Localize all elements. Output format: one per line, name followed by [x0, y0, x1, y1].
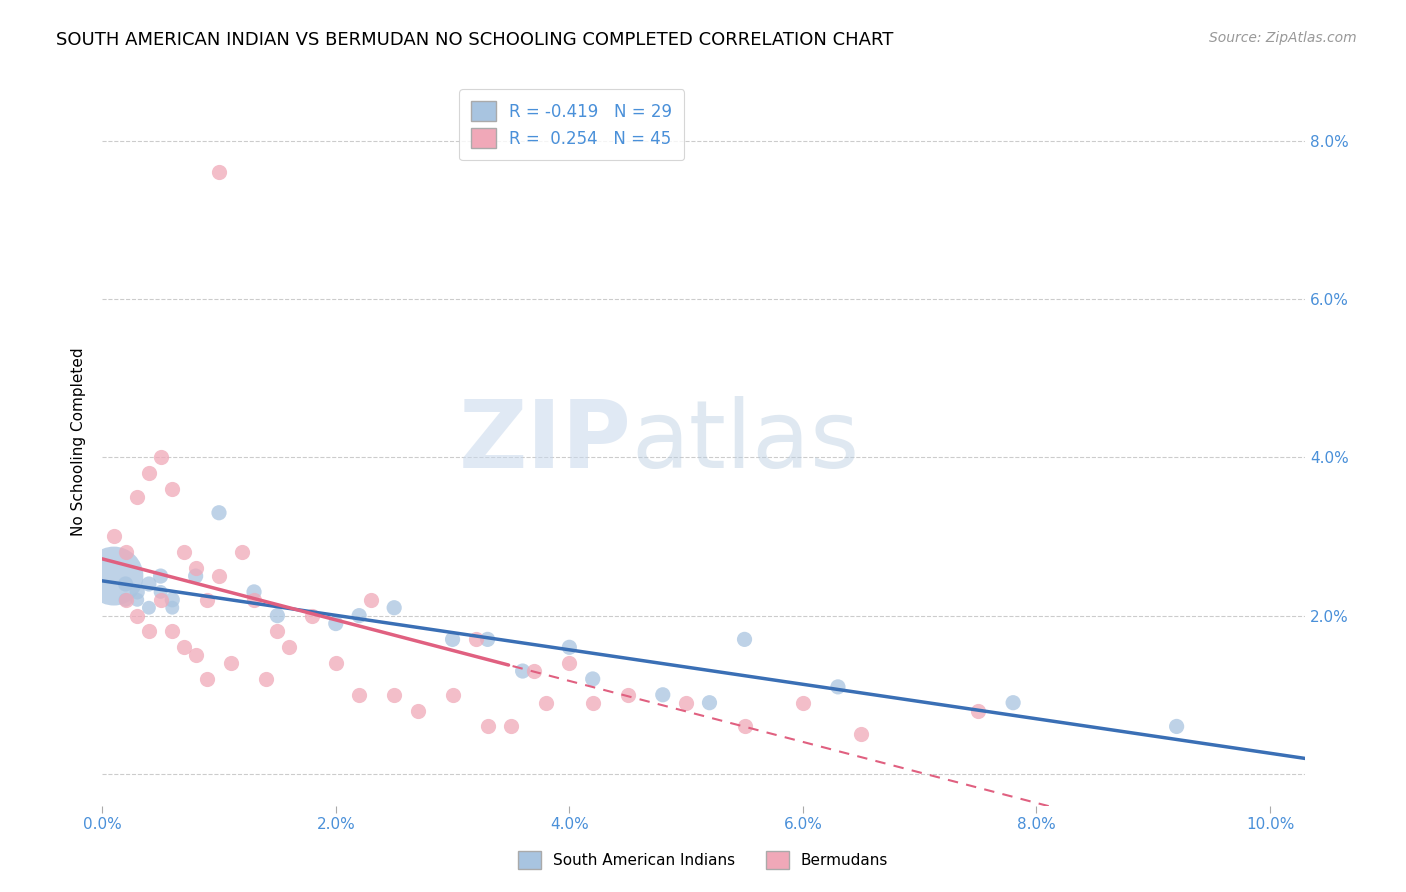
Point: [499, 719, 522, 733]
Point: [114, 545, 136, 559]
Text: Source: ZipAtlas.com: Source: ZipAtlas.com: [1209, 31, 1357, 45]
Point: [967, 704, 990, 718]
Point: [114, 592, 136, 607]
Point: [254, 672, 277, 686]
Point: [208, 506, 231, 520]
Point: [138, 600, 160, 615]
Point: [162, 482, 184, 496]
Point: [149, 585, 172, 599]
Point: [114, 577, 136, 591]
Point: [219, 656, 242, 670]
Point: [138, 577, 160, 591]
Point: [1166, 719, 1188, 733]
Point: [243, 592, 266, 607]
Point: [208, 569, 231, 583]
Point: [734, 719, 756, 733]
Point: [477, 719, 499, 733]
Y-axis label: No Schooling Completed: No Schooling Completed: [72, 347, 86, 536]
Point: [195, 672, 218, 686]
Point: [162, 600, 184, 615]
Point: [477, 632, 499, 647]
Point: [382, 688, 405, 702]
Point: [558, 656, 581, 670]
Point: [127, 585, 149, 599]
Point: [582, 696, 605, 710]
Point: [149, 450, 172, 465]
Point: [173, 640, 195, 655]
Point: [127, 592, 149, 607]
Point: [325, 656, 347, 670]
Legend: South American Indians, Bermudans: South American Indians, Bermudans: [512, 845, 894, 875]
Point: [114, 592, 136, 607]
Point: [184, 569, 207, 583]
Text: ZIP: ZIP: [458, 395, 631, 488]
Point: [347, 608, 370, 623]
Point: [382, 600, 405, 615]
Point: [243, 585, 266, 599]
Text: SOUTH AMERICAN INDIAN VS BERMUDAN NO SCHOOLING COMPLETED CORRELATION CHART: SOUTH AMERICAN INDIAN VS BERMUDAN NO SCH…: [56, 31, 894, 49]
Text: atlas: atlas: [631, 395, 859, 488]
Point: [162, 592, 184, 607]
Point: [208, 165, 231, 179]
Point: [195, 592, 218, 607]
Point: [406, 704, 429, 718]
Point: [851, 727, 873, 741]
Point: [360, 592, 382, 607]
Point: [792, 696, 814, 710]
Point: [301, 608, 323, 623]
Point: [325, 616, 347, 631]
Point: [441, 688, 464, 702]
Point: [149, 592, 172, 607]
Point: [127, 490, 149, 504]
Point: [651, 688, 673, 702]
Point: [827, 680, 849, 694]
Point: [699, 696, 721, 710]
Point: [138, 624, 160, 639]
Point: [1002, 696, 1025, 710]
Point: [162, 624, 184, 639]
Point: [278, 640, 301, 655]
Point: [441, 632, 464, 647]
Point: [138, 466, 160, 480]
Legend: R = -0.419   N = 29, R =  0.254   N = 45: R = -0.419 N = 29, R = 0.254 N = 45: [460, 89, 685, 160]
Point: [347, 688, 370, 702]
Point: [127, 608, 149, 623]
Point: [173, 545, 195, 559]
Point: [512, 664, 534, 678]
Point: [464, 632, 486, 647]
Point: [184, 561, 207, 575]
Point: [266, 608, 288, 623]
Point: [149, 569, 172, 583]
Point: [103, 569, 125, 583]
Point: [103, 529, 125, 543]
Point: [558, 640, 581, 655]
Point: [523, 664, 546, 678]
Point: [582, 672, 605, 686]
Point: [266, 624, 288, 639]
Point: [231, 545, 253, 559]
Point: [184, 648, 207, 663]
Point: [616, 688, 638, 702]
Point: [675, 696, 697, 710]
Point: [534, 696, 557, 710]
Point: [734, 632, 756, 647]
